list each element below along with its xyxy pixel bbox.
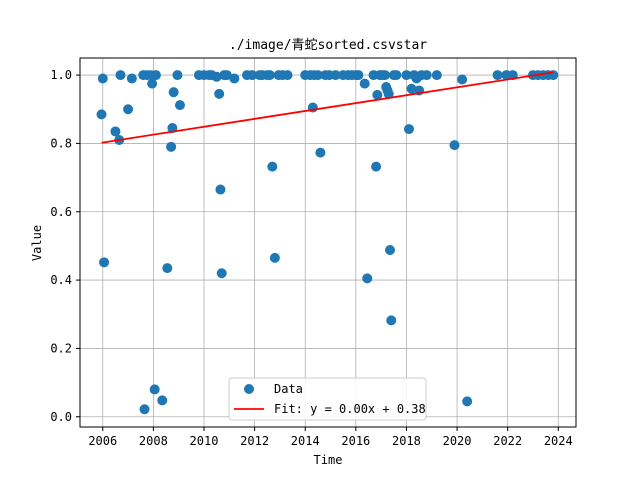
legend-label-fit: Fit: y = 0.00x + 0.38 [274,402,426,416]
data-point [269,252,280,263]
data-point [172,70,183,81]
data-point [315,147,326,158]
data-point [229,73,240,84]
data-point [214,88,225,99]
data-point [371,161,382,172]
data-point [126,73,137,84]
data-point [372,89,383,100]
data-point [166,141,177,152]
data-point [211,71,222,82]
x-axis: 2006 2008 2010 2012 2014 2016 2018 2020 2022 2024 [88,427,573,448]
y-tick-label: 0.0 [50,410,72,424]
data-point [123,104,134,115]
x-tick-label: 2010 [190,434,219,448]
data-point [492,70,503,81]
data-point [379,70,390,81]
x-tick-label: 2018 [392,434,421,448]
data-point [385,245,395,256]
data-point [150,70,161,81]
data-point [216,268,227,279]
y-tick-label: 0.2 [50,341,72,355]
data-point [282,70,293,81]
x-tick-label: 2020 [443,434,472,448]
data-point [110,126,121,137]
data-point [215,184,226,195]
x-tick-label: 2006 [88,434,117,448]
y-tick-label: 1.0 [50,68,72,82]
data-point [353,70,364,81]
data-point [149,384,160,395]
data-point [403,124,414,135]
y-tick-label: 0.6 [50,205,72,219]
data-point [449,140,460,151]
data-point [312,70,323,81]
data-point [162,263,173,274]
data-point [383,88,394,99]
plot-frame [79,57,577,428]
y-tick-label: 0.4 [50,273,72,287]
fit-line-layer [101,71,554,144]
data-point [391,70,402,81]
chart-title: ./image/青蛇sorted.csvstar [229,38,427,53]
data-point [401,70,412,81]
data-point [421,70,432,81]
legend-label-data: Data [274,382,303,396]
y-axis-title: Value [30,225,44,261]
y-tick-label: 0.8 [50,136,72,150]
data-point [247,70,258,81]
data-point [264,70,275,81]
data-point [462,396,473,407]
legend: Data Fit: y = 0.00x + 0.38 [228,377,427,421]
x-tick-label: 2022 [493,434,522,448]
data-point [362,273,373,284]
data-point [431,70,442,81]
data-point [99,257,110,268]
legend-box [228,377,427,421]
data-point [147,78,158,89]
data-point [359,78,370,89]
data-point [330,70,341,81]
data-points [96,70,559,415]
data-point [97,73,108,84]
data-point [115,70,126,81]
x-tick-label: 2014 [291,434,320,448]
grid-lines [80,58,576,427]
data-point [157,395,168,406]
data-point [406,83,417,94]
x-axis-title: Time [314,453,343,467]
data-point [168,87,179,98]
y-axis: 0.0 0.2 0.4 0.6 0.8 1.0 [50,68,80,424]
data-point [174,100,185,111]
x-tick-label: 2008 [139,434,168,448]
x-tick-label: 2012 [240,434,269,448]
data-point [548,70,559,81]
data-point [96,109,107,120]
x-tick-label: 2016 [341,434,370,448]
data-point [457,74,468,85]
data-point [139,404,150,415]
data-point [221,70,232,81]
fit-line [101,71,554,144]
x-tick-label: 2024 [544,434,573,448]
legend-marker-data [244,384,254,394]
data-point [386,315,397,326]
data-point [267,161,278,172]
